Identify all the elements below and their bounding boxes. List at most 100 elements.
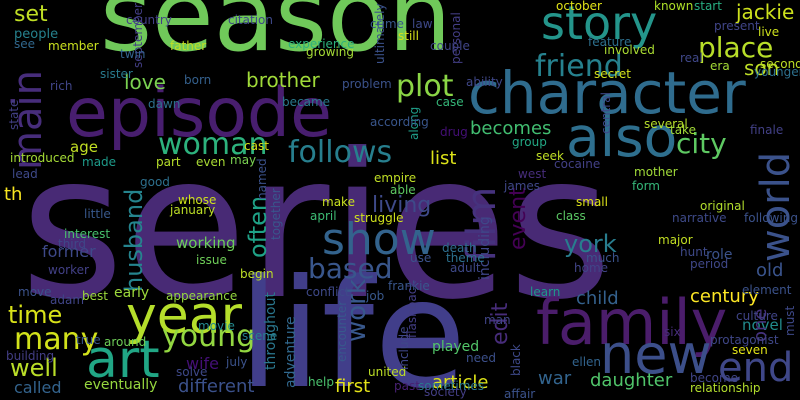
- word-show: show: [322, 214, 436, 265]
- word-young: young: [162, 319, 256, 354]
- word-able: able: [390, 183, 416, 197]
- word-real: real: [680, 51, 703, 65]
- word-twin: twin: [120, 47, 146, 61]
- word-begin: begin: [240, 267, 274, 281]
- word-cocaine: cocaine: [554, 157, 601, 171]
- word-season: season: [100, 0, 452, 74]
- word-see: see: [14, 37, 36, 51]
- word-brother: brother: [246, 68, 320, 92]
- word-love: love: [124, 70, 166, 94]
- word-end: end: [718, 345, 794, 391]
- word-sometimes: sometimes: [418, 379, 485, 393]
- word-six: six: [664, 325, 681, 339]
- word-article: article: [432, 372, 489, 393]
- word-july: july: [226, 355, 248, 369]
- word-member: member: [48, 39, 99, 53]
- word-class: class: [556, 209, 586, 223]
- word-plot: plot: [396, 69, 454, 104]
- word-episode: episode: [66, 74, 332, 153]
- word-eventually: eventually: [84, 377, 158, 393]
- word-whose: whose: [178, 193, 217, 207]
- word-people: people: [14, 27, 59, 42]
- word-help: help: [308, 375, 334, 389]
- word-encounter: encounter: [335, 300, 349, 362]
- word-story: story: [541, 0, 658, 50]
- word-city: city: [676, 127, 727, 160]
- word-following: following: [744, 211, 798, 225]
- word-building: building: [6, 349, 55, 363]
- word-problem: problem: [342, 77, 392, 91]
- word-sister: sister: [100, 67, 133, 81]
- word-january: january: [170, 203, 216, 217]
- word-true: true: [76, 333, 101, 347]
- word-job: job: [366, 289, 385, 303]
- word-solve: solve: [176, 365, 208, 379]
- word-art: art: [86, 330, 160, 390]
- word-must: must: [783, 305, 797, 336]
- word-ability: ability: [466, 75, 503, 89]
- word-affair: affair: [504, 387, 536, 400]
- word-woman: woman: [158, 127, 268, 162]
- word-younger: younger: [754, 65, 800, 79]
- word-start: start: [694, 0, 722, 13]
- word-still: still: [398, 29, 419, 43]
- word-state: state: [7, 99, 21, 130]
- word-use: use: [410, 251, 432, 265]
- word-past: past: [394, 379, 420, 393]
- word-working: working: [176, 234, 236, 252]
- word-become: become: [690, 371, 739, 385]
- word-father: father: [170, 39, 207, 53]
- word-known: known: [654, 0, 694, 13]
- word-conflict: conflict: [306, 285, 350, 299]
- word-make: make: [322, 195, 355, 209]
- word-appearance: appearance: [166, 289, 238, 303]
- word-couple: couple: [430, 39, 470, 53]
- word-man: man: [484, 313, 511, 327]
- word-jackie: jackie: [736, 0, 795, 24]
- word-present: present: [714, 19, 760, 33]
- word-may: may: [230, 153, 257, 167]
- word-crime: crime: [370, 17, 404, 31]
- word-third: third: [58, 237, 86, 251]
- word-event: event: [506, 187, 531, 250]
- word-novel: novel: [742, 316, 783, 334]
- word-west: west: [518, 167, 547, 181]
- word-set: set: [14, 2, 48, 27]
- word-move: move: [18, 285, 52, 299]
- word-around: around: [104, 335, 147, 349]
- word-live: live: [758, 25, 780, 39]
- word-child: child: [576, 288, 619, 309]
- word-scene: scene: [242, 329, 278, 343]
- word-several: several: [644, 117, 688, 131]
- word-drug: drug: [440, 125, 468, 139]
- word-part: part: [156, 155, 181, 169]
- word-black: black: [509, 344, 523, 376]
- word-hunt: hunt: [680, 245, 708, 259]
- word-law: law: [412, 17, 433, 31]
- word-much: much: [586, 251, 620, 265]
- word-october: october: [556, 0, 602, 13]
- word-empire: empire: [374, 171, 417, 185]
- word-cast: cast: [244, 139, 269, 153]
- word-place: place: [698, 31, 774, 64]
- word-family: family: [536, 286, 728, 359]
- word-protagonist: protagonist: [710, 333, 779, 347]
- word-together: together: [269, 188, 283, 240]
- word-made: made: [82, 155, 117, 169]
- word-case: case: [436, 95, 464, 109]
- word-culture: culture: [736, 309, 778, 323]
- word-old: old: [756, 260, 784, 281]
- word-becomes: becomes: [470, 118, 552, 139]
- word-according: according: [370, 115, 429, 129]
- word-worker: worker: [48, 263, 89, 277]
- word-introduced: introduced: [10, 151, 75, 165]
- word-group: group: [512, 135, 547, 149]
- word-early: early: [114, 285, 150, 301]
- word-best: best: [82, 289, 108, 303]
- word-ultimately: ultimately: [373, 3, 387, 64]
- word-seek: seek: [536, 149, 564, 163]
- word-united: united: [368, 365, 407, 379]
- word-narrative: narrative: [672, 211, 727, 225]
- word-small: small: [576, 195, 608, 209]
- word-movie: movie: [198, 319, 235, 333]
